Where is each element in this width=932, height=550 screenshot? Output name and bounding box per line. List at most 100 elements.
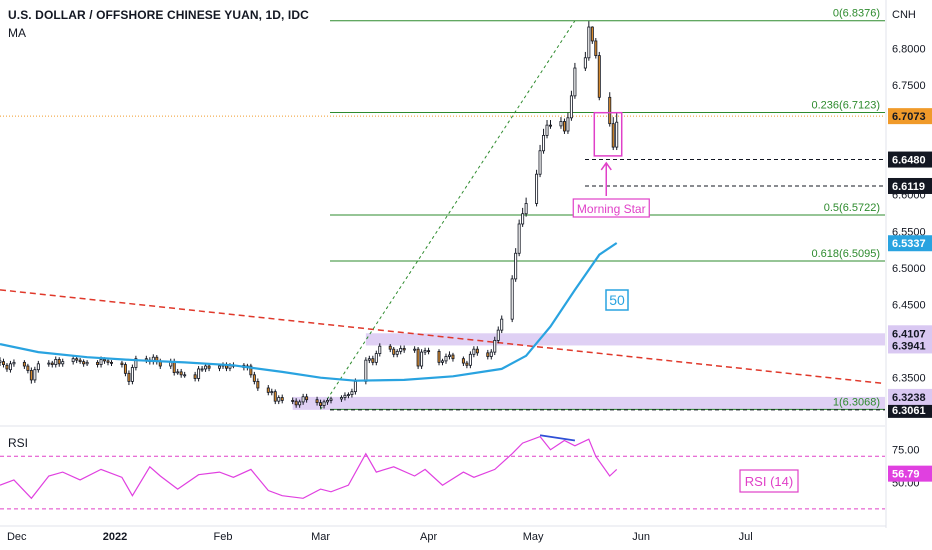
candle-up <box>535 173 539 204</box>
candle-up <box>36 363 40 371</box>
zone-0-low-tag <box>888 337 932 354</box>
candle-up <box>200 368 204 371</box>
candle-up <box>47 362 51 365</box>
indicator-label[interactable]: MA <box>8 26 26 40</box>
x-tick-label: Apr <box>420 531 437 543</box>
candle-down <box>427 350 431 353</box>
rsi-last-label: 56.79 <box>892 469 920 481</box>
ma-current-tag <box>888 235 932 252</box>
rsi-label: RSI (14) <box>745 474 793 489</box>
candle-down <box>57 359 61 365</box>
candle-up <box>447 354 451 357</box>
candle-up <box>583 57 587 69</box>
candle-down <box>315 399 319 404</box>
last-price-label: 6.7073 <box>892 111 926 123</box>
zone-1-high-tag <box>888 388 932 405</box>
candle-up <box>510 278 514 320</box>
candle-up <box>353 380 357 393</box>
candle-down <box>193 374 197 379</box>
candle-up <box>566 117 570 132</box>
candle-up <box>343 394 347 398</box>
candle-down <box>402 348 406 351</box>
candle-down <box>50 362 54 365</box>
candle-up <box>524 203 528 215</box>
level-6.6119-tag <box>888 177 932 194</box>
candle-up <box>374 353 378 363</box>
rsi-pane-label[interactable]: RSI <box>8 436 29 450</box>
level-6.3061-tag <box>888 401 932 418</box>
x-tick-label: May <box>523 531 544 543</box>
candle-down <box>597 55 601 98</box>
candle-up <box>8 363 12 371</box>
fib-label-1: 1(6.3068) <box>833 396 880 408</box>
candle-up <box>0 360 2 363</box>
rsi-label-box <box>739 469 799 493</box>
level-6.3061-label: 6.3061 <box>892 405 926 417</box>
candle-up <box>367 358 371 361</box>
candle-up <box>329 398 333 401</box>
candle-down <box>75 358 79 361</box>
candle-up <box>542 134 546 152</box>
x-tick-label: Feb <box>214 531 233 543</box>
candle-up <box>364 359 368 382</box>
candle-up <box>587 26 591 59</box>
candle-down <box>291 400 295 402</box>
candle-down <box>29 370 33 381</box>
candle-down <box>127 372 131 382</box>
zone-1-high-label: 6.3238 <box>892 392 926 404</box>
candle-down <box>252 374 256 382</box>
y-tick-label: 6.3500 <box>892 373 926 385</box>
zones <box>292 333 886 410</box>
reference-lines: 0(6.8376) 0.236(6.7123) 0.5(6.5722) 0.618(6… <box>0 8 886 411</box>
ma-current-label: 6.5337 <box>892 238 926 250</box>
candle-up <box>85 361 89 365</box>
chart-title: U.S. DOLLAR / OFFSHORE CHINESE YUAN, 1D,… <box>8 8 309 22</box>
candle-up <box>204 365 208 370</box>
candle-down <box>388 345 392 350</box>
candle-down <box>371 358 375 363</box>
candle-down <box>319 402 323 406</box>
y-tick-label: 6.8000 <box>892 43 926 55</box>
candle-down <box>437 350 441 363</box>
candle-up <box>545 124 549 136</box>
downtrend-line <box>0 289 886 385</box>
candle-up <box>468 353 472 366</box>
candle-up <box>326 400 329 403</box>
candle-up <box>346 394 350 396</box>
candle-up <box>183 374 187 377</box>
moving-average <box>0 242 618 382</box>
candle-down <box>549 124 552 127</box>
candle-up <box>569 95 573 119</box>
candle-down <box>590 26 594 42</box>
candle-up <box>444 356 448 362</box>
candle-down <box>22 361 26 367</box>
candle-down <box>294 400 298 406</box>
candle-down <box>266 387 270 393</box>
morning-star-box <box>593 111 623 157</box>
x-tick-label: Dec <box>7 531 27 543</box>
candle-up <box>395 350 399 355</box>
y-tick-label: 6.7500 <box>892 80 926 92</box>
candle-up <box>538 150 542 175</box>
zone-0-high-tag <box>888 325 932 342</box>
candle-up <box>573 67 577 97</box>
candle-up <box>615 121 619 148</box>
candle-down <box>594 40 598 56</box>
candle-up <box>218 365 221 369</box>
candle-up <box>500 318 504 331</box>
currency-label: CNH <box>892 9 916 21</box>
candle-down <box>392 348 396 355</box>
candle-up <box>413 348 417 351</box>
x-tick-label: 2022 <box>103 531 127 543</box>
candle-up <box>176 371 180 374</box>
candle-down <box>451 354 455 360</box>
candle-up <box>514 252 518 280</box>
candle-down <box>416 348 420 367</box>
candle-down <box>280 397 284 401</box>
candle-up <box>378 345 382 354</box>
candle-up <box>441 360 444 363</box>
candle-down <box>249 365 253 376</box>
candle-up <box>350 391 354 395</box>
annotations: 50 Morning Star <box>572 111 650 311</box>
